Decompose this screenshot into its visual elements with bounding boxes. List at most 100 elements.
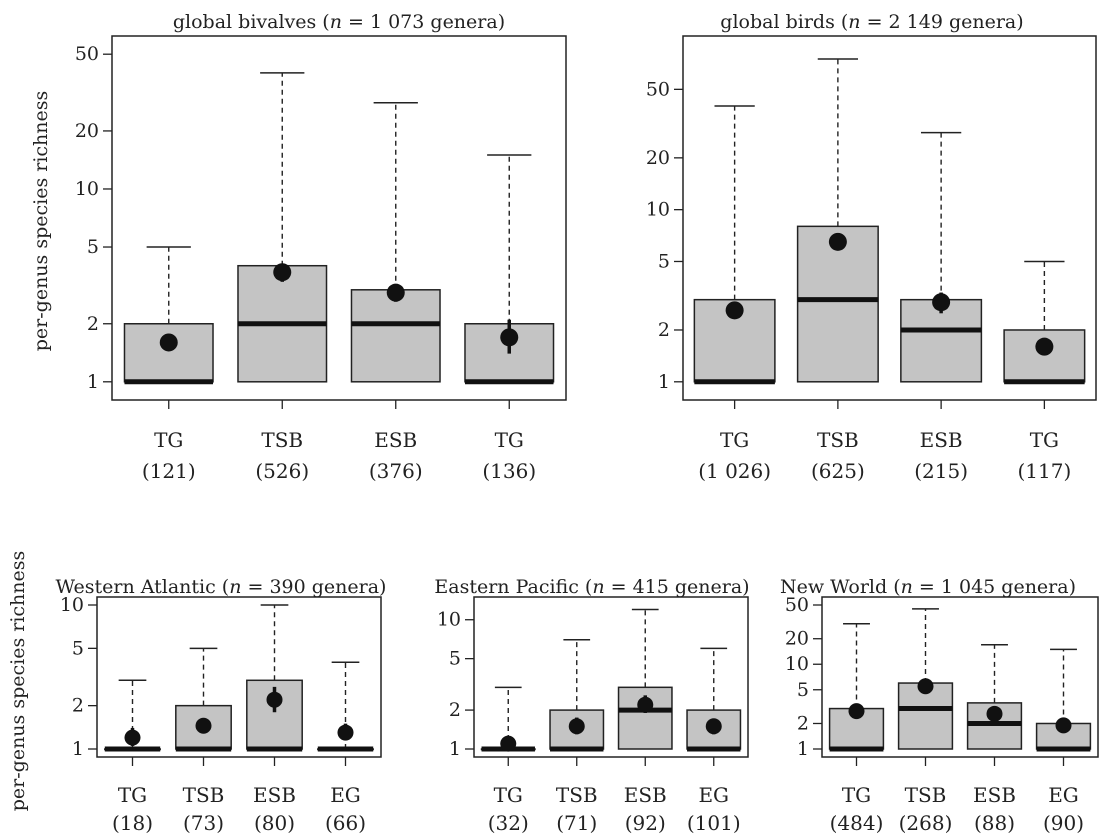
- y-tick-label: 5: [449, 648, 461, 670]
- category-count: (526): [255, 459, 309, 483]
- box-tg-1: TG (121): [123, 246, 214, 483]
- category-label: TSB: [261, 428, 303, 452]
- iqr-box: [796, 225, 879, 383]
- box-esb-3: ESB (92): [617, 608, 673, 835]
- mean-point: [337, 724, 354, 741]
- y-tick-label: 50: [646, 78, 670, 100]
- iqr-box: [350, 289, 441, 383]
- mean-point: [159, 333, 178, 352]
- box-tg-1: TG (1 026): [693, 105, 776, 483]
- category-label: EG: [330, 783, 361, 807]
- category-count: (32): [488, 811, 529, 835]
- y-tick-label: 5: [87, 236, 99, 258]
- box-tg-4: TG (136): [464, 154, 555, 483]
- mean-point: [1035, 337, 1054, 356]
- y-tick-label: 2: [797, 712, 809, 734]
- category-label: TG: [495, 428, 524, 452]
- mean-point: [500, 328, 519, 347]
- category-label: TSB: [556, 783, 598, 807]
- category-count: (121): [142, 459, 196, 483]
- y-tick-label: 20: [75, 120, 99, 142]
- y-tick-label: 5: [658, 250, 670, 272]
- mean-point: [500, 735, 517, 752]
- y-tick-label: 10: [75, 178, 99, 200]
- category-count: (625): [811, 459, 865, 483]
- boxplot-panel-4: Eastern Pacific (n = 415 genera) 1 2 5 10 TG (…: [434, 576, 749, 835]
- panel-title: global bivalves (n = 1 073 genera): [173, 11, 505, 33]
- box-tsb-2: TSB (526): [237, 72, 328, 483]
- iqr-box: [1003, 329, 1086, 383]
- plot-frame: [682, 35, 1097, 401]
- category-count: (376): [369, 459, 423, 483]
- box-tg-1: TG (32): [480, 686, 536, 835]
- y-tick-label: 2: [449, 699, 461, 721]
- box-esb-3: ESB (80): [246, 604, 303, 835]
- mean-point: [568, 718, 585, 735]
- panel-title: Western Atlantic (n = 390 genera): [56, 576, 387, 598]
- category-count: (268): [899, 811, 953, 835]
- y-tick-label: 2: [658, 319, 670, 341]
- mean-point: [124, 729, 141, 746]
- y-axis-label: per-genus species richness: [7, 551, 29, 812]
- y-tick-label: 2: [72, 695, 84, 717]
- category-label: EG: [698, 783, 729, 807]
- category-label: TG: [118, 783, 147, 807]
- box-tg-4: TG (117): [1003, 260, 1086, 483]
- box-tsb-2: TSB (73): [175, 647, 232, 835]
- box-eg-4: EG (66): [317, 661, 374, 835]
- category-count: (215): [914, 459, 968, 483]
- category-label: TG: [842, 783, 871, 807]
- y-tick-label: 10: [646, 199, 670, 221]
- y-tick-label: 1: [87, 371, 99, 393]
- box-esb-3: ESB (376): [350, 102, 441, 483]
- category-count: (88): [974, 811, 1015, 835]
- category-count: (101): [687, 811, 741, 835]
- category-count: (80): [254, 811, 295, 835]
- box-tsb-2: TSB (268): [897, 608, 954, 835]
- boxplot-panel-2: global birds (n = 2 149 genera) 1 2 5 10 20 50…: [646, 11, 1097, 483]
- category-label: ESB: [374, 428, 417, 452]
- y-tick-label: 10: [437, 609, 461, 631]
- mean-point: [848, 703, 865, 720]
- y-tick-label: 50: [75, 43, 99, 65]
- y-tick-label: 1: [449, 738, 461, 760]
- category-count: (92): [625, 811, 666, 835]
- mean-point: [828, 232, 847, 251]
- panel-title: global birds (n = 2 149 genera): [720, 11, 1023, 33]
- category-label: EG: [1048, 783, 1079, 807]
- category-count: (66): [325, 811, 366, 835]
- category-count: (73): [183, 811, 224, 835]
- category-count: (90): [1043, 811, 1084, 835]
- box-esb-3: ESB (215): [900, 131, 983, 483]
- y-tick-label: 1: [658, 371, 670, 393]
- mean-point: [932, 293, 951, 312]
- category-label: ESB: [624, 783, 667, 807]
- mean-point: [195, 717, 212, 734]
- box-esb-3: ESB (88): [966, 643, 1023, 835]
- y-tick-label: 10: [60, 594, 84, 616]
- y-tick-label: 5: [797, 679, 809, 701]
- category-count: (484): [830, 811, 884, 835]
- category-count: (136): [482, 459, 536, 483]
- y-axis-label: per-genus species richness: [30, 91, 52, 352]
- category-label: TG: [1030, 428, 1059, 452]
- panel-title: Eastern Pacific (n = 415 genera): [434, 576, 749, 598]
- mean-point: [725, 301, 744, 320]
- category-label: TSB: [905, 783, 947, 807]
- box-tsb-2: TSB (625): [796, 58, 879, 483]
- panel-title: New World (n = 1 045 genera): [780, 576, 1076, 598]
- category-label: TSB: [817, 428, 859, 452]
- y-tick-label: 10: [785, 653, 809, 675]
- boxplot-panel-3: Western Atlantic (n = 390 genera) per-gen…: [7, 551, 386, 835]
- y-tick-label: 50: [785, 594, 809, 616]
- category-label: ESB: [253, 783, 296, 807]
- mean-point: [266, 691, 283, 708]
- mean-point: [637, 696, 654, 713]
- box-eg-4: EG (90): [1035, 648, 1092, 835]
- category-label: ESB: [920, 428, 963, 452]
- y-tick-label: 20: [646, 147, 670, 169]
- box-tg-1: TG (484): [828, 623, 885, 835]
- category-count: (117): [1017, 459, 1071, 483]
- mean-point: [273, 263, 292, 282]
